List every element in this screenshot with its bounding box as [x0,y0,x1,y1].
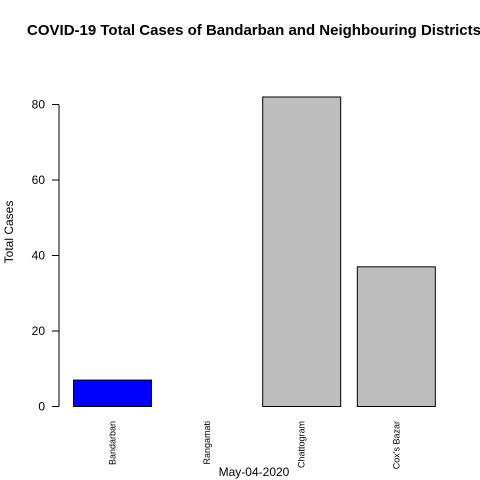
y-axis: 0 20 40 60 80 [32,98,60,414]
x-tick-label: Rangamati [202,421,212,465]
bar [356,266,436,407]
x-tick-label: Cox's Bazar [391,421,401,469]
chart-title: COVID-19 Total Cases of Bandarban and Ne… [27,22,480,39]
y-tick-label: 60 [32,173,46,187]
bars [73,96,436,407]
y-tick-label: 20 [32,324,46,338]
bar [262,96,342,407]
y-axis-label: Total Cases [2,201,16,264]
y-tick-label: 0 [38,400,45,414]
x-axis-label: May-04-2020 [219,465,290,479]
y-tick-label: 40 [32,249,46,263]
x-tick-label: Bandarban [108,421,118,465]
y-tick-label: 80 [32,98,46,112]
x-tick-label: Chattogram [297,421,307,468]
bar [73,379,152,407]
x-tick-labels: Bandarban Rangamati Chattogram Cox's Bazar [108,421,402,469]
